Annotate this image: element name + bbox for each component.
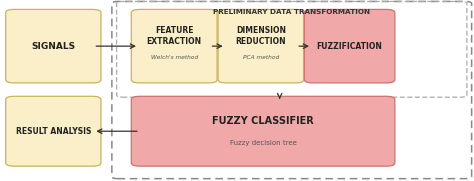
Text: Welch's method: Welch's method (151, 55, 198, 60)
Text: DIMENSION
REDUCTION: DIMENSION REDUCTION (236, 26, 286, 46)
Text: PRELIMINARY DATA TRANSFORMATION: PRELIMINARY DATA TRANSFORMATION (213, 9, 370, 15)
Text: FUZZY CLASSIFIER: FUZZY CLASSIFIER (212, 116, 314, 126)
Text: RESULT ANALYSIS: RESULT ANALYSIS (16, 127, 91, 136)
FancyBboxPatch shape (6, 9, 101, 83)
FancyBboxPatch shape (218, 9, 304, 83)
FancyBboxPatch shape (6, 96, 101, 166)
FancyBboxPatch shape (304, 9, 395, 83)
Text: Fuzzy decision tree: Fuzzy decision tree (229, 140, 297, 146)
Text: FUZZIFICATION: FUZZIFICATION (317, 42, 383, 51)
Text: FEATURE
EXTRACTION: FEATURE EXTRACTION (146, 26, 202, 46)
FancyBboxPatch shape (131, 96, 395, 166)
Text: PCA method: PCA method (243, 55, 279, 60)
Text: SIGNALS: SIGNALS (31, 42, 75, 51)
FancyBboxPatch shape (131, 9, 217, 83)
